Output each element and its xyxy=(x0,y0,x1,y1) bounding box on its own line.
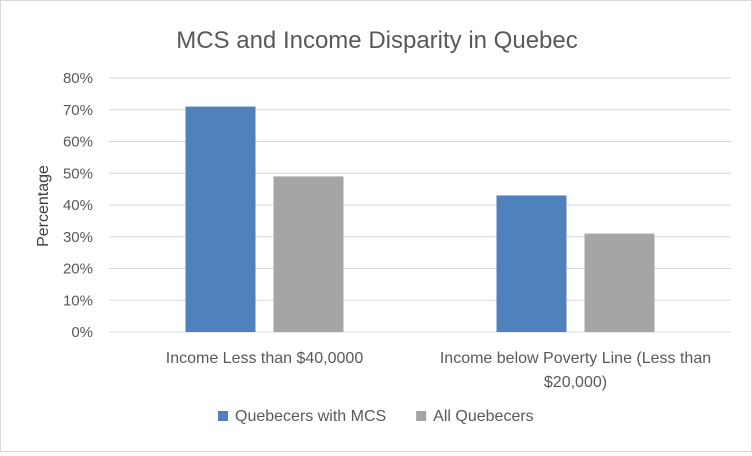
y-tick-label: 10% xyxy=(63,292,93,309)
y-tick-label: 50% xyxy=(63,165,93,182)
legend-swatch xyxy=(218,411,228,421)
legend-label: Quebecers with MCS xyxy=(235,408,386,425)
y-tick-label: 70% xyxy=(63,102,93,119)
y-tick-label: 80% xyxy=(63,70,93,87)
bar xyxy=(185,106,256,332)
bar xyxy=(584,233,655,332)
bars xyxy=(185,106,655,332)
bar xyxy=(273,176,344,332)
bar xyxy=(496,195,567,332)
legend-label: All Quebecers xyxy=(433,408,534,425)
y-axis-ticks: 0% 10% 20% 30% 40% 50% 60% 70% 80% xyxy=(63,70,93,341)
y-tick-label: 40% xyxy=(63,197,93,214)
legend-swatch xyxy=(416,411,427,421)
y-tick-label: 60% xyxy=(63,134,93,151)
x-axis-ticks: Income Less than $40,0000 Income below Po… xyxy=(166,350,711,391)
y-tick-label: 0% xyxy=(71,324,93,341)
chart-title: MCS and Income Disparity in Quebec xyxy=(176,27,578,54)
y-tick-label: 20% xyxy=(63,261,93,278)
x-tick-label: Income Less than $40,0000 xyxy=(166,350,364,367)
y-axis-label: Percentage xyxy=(35,165,52,247)
y-tick-label: 30% xyxy=(63,229,93,246)
legend: Quebecers with MCS All Quebecers xyxy=(218,408,534,425)
x-tick-label: $20,000) xyxy=(544,374,607,391)
x-tick-label: Income below Poverty Line (Less than xyxy=(440,350,711,367)
